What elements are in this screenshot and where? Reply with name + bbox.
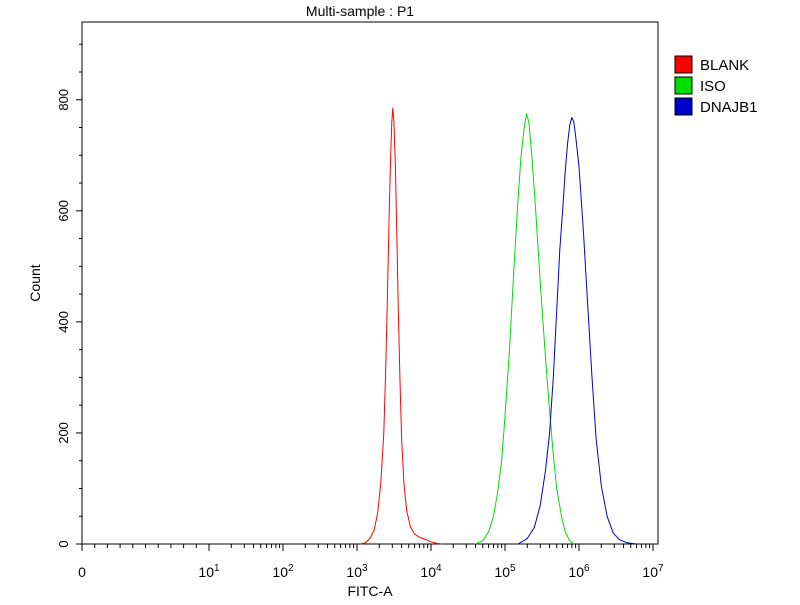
x-tick-label: 101	[198, 563, 220, 580]
legend-label-iso: ISO	[700, 78, 726, 95]
y-tick-label: 200	[56, 422, 71, 444]
chart-title: Multi-sample : P1	[306, 3, 414, 19]
x-tick-label: 106	[568, 563, 590, 580]
x-tick-label: 0	[78, 564, 86, 580]
plot-border	[81, 21, 659, 545]
x-axis: 0 101 102 103 104 105 106 107	[78, 544, 664, 580]
x-tick-label: 105	[494, 563, 516, 580]
legend-swatch-dnajb1	[674, 97, 693, 116]
legend-label-dnajb1: DNAJB1	[700, 99, 758, 116]
y-tick-label: 600	[56, 200, 71, 222]
x-tick-label: 103	[346, 563, 368, 580]
series-line-iso	[475, 113, 575, 545]
series-line-blank	[359, 107, 442, 545]
y-tick-label: 0	[56, 540, 71, 547]
x-tick-label: 107	[642, 563, 664, 580]
legend: BLANK ISO DNAJB1	[674, 55, 758, 116]
x-tick-label: 104	[420, 563, 442, 580]
y-tick-label: 400	[56, 311, 71, 333]
plot-frame	[81, 21, 659, 545]
y-axis-label: Count	[27, 264, 43, 301]
series-line-dnajb1	[517, 117, 637, 545]
legend-swatch-blank	[674, 55, 693, 74]
y-tick-label: 800	[56, 89, 71, 111]
series-layer	[359, 107, 637, 545]
legend-label-blank: BLANK	[700, 57, 749, 74]
x-tick-label: 102	[272, 563, 294, 580]
legend-swatch-iso	[674, 76, 693, 95]
y-axis: 0 200 400 600 800	[56, 43, 82, 548]
x-axis-label: FITC-A	[347, 583, 393, 599]
